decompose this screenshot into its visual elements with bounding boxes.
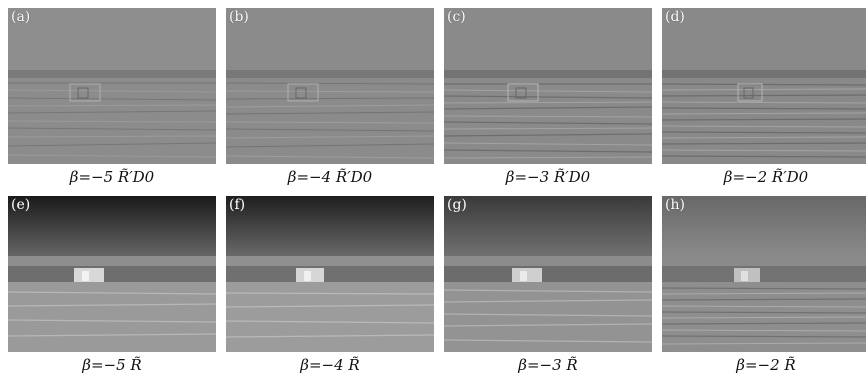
panel-b: (b) β=−4 R̃′D0 [226,8,438,190]
panel-e-tag: (e) [11,197,31,213]
panel-d-image: (d) [662,8,866,164]
panel-a-tag: (a) [11,9,31,25]
panel-d: (d) β=−2 R̃′D0 [662,8,866,190]
panel-g: (g) β=−3 R̃ [444,196,656,378]
panel-h-image: (h) [662,196,866,352]
panel-f-caption: β=−4 R̃ [300,356,360,374]
panel-d-tag: (d) [665,9,685,25]
panel-h: (h) β=−2 R̃ [662,196,866,378]
panel-g-caption: β=−3 R̃ [518,356,578,374]
panel-a-picture [8,8,216,164]
panel-b-picture [226,8,434,164]
panel-a-image: (a) [8,8,216,164]
panel-f-picture [226,196,434,352]
panel-e: (e) β=−5 R̃ [8,196,220,378]
panel-b-caption: β=−4 R̃′D0 [287,168,373,186]
panel-f: (f) β=−4 R̃ [226,196,438,378]
panel-d-picture [662,8,866,164]
panel-c-picture [444,8,652,164]
panel-a: (a) β=−5 R̃′D0 [8,8,220,190]
figure-grid: (a) β=−5 R̃′D0 [8,8,866,380]
panel-a-caption: β=−5 R̃′D0 [69,168,155,186]
panel-e-image: (e) [8,196,216,352]
panel-e-picture [8,196,216,352]
panel-g-image: (g) [444,196,652,352]
panel-f-image: (f) [226,196,434,352]
panel-c-caption: β=−3 R̃′D0 [505,168,591,186]
panel-f-tag: (f) [229,197,246,213]
panel-h-picture [662,196,866,352]
panel-e-caption: β=−5 R̃ [82,356,142,374]
panel-c-tag: (c) [447,9,466,25]
panel-h-caption: β=−2 R̃ [736,356,796,374]
panel-g-picture [444,196,652,352]
panel-b-tag: (b) [229,9,249,25]
panel-d-caption: β=−2 R̃′D0 [723,168,809,186]
panel-b-image: (b) [226,8,434,164]
panel-c-image: (c) [444,8,652,164]
panel-c: (c) β=−3 R̃′D0 [444,8,656,190]
panel-h-tag: (h) [665,197,685,213]
panel-g-tag: (g) [447,197,467,213]
